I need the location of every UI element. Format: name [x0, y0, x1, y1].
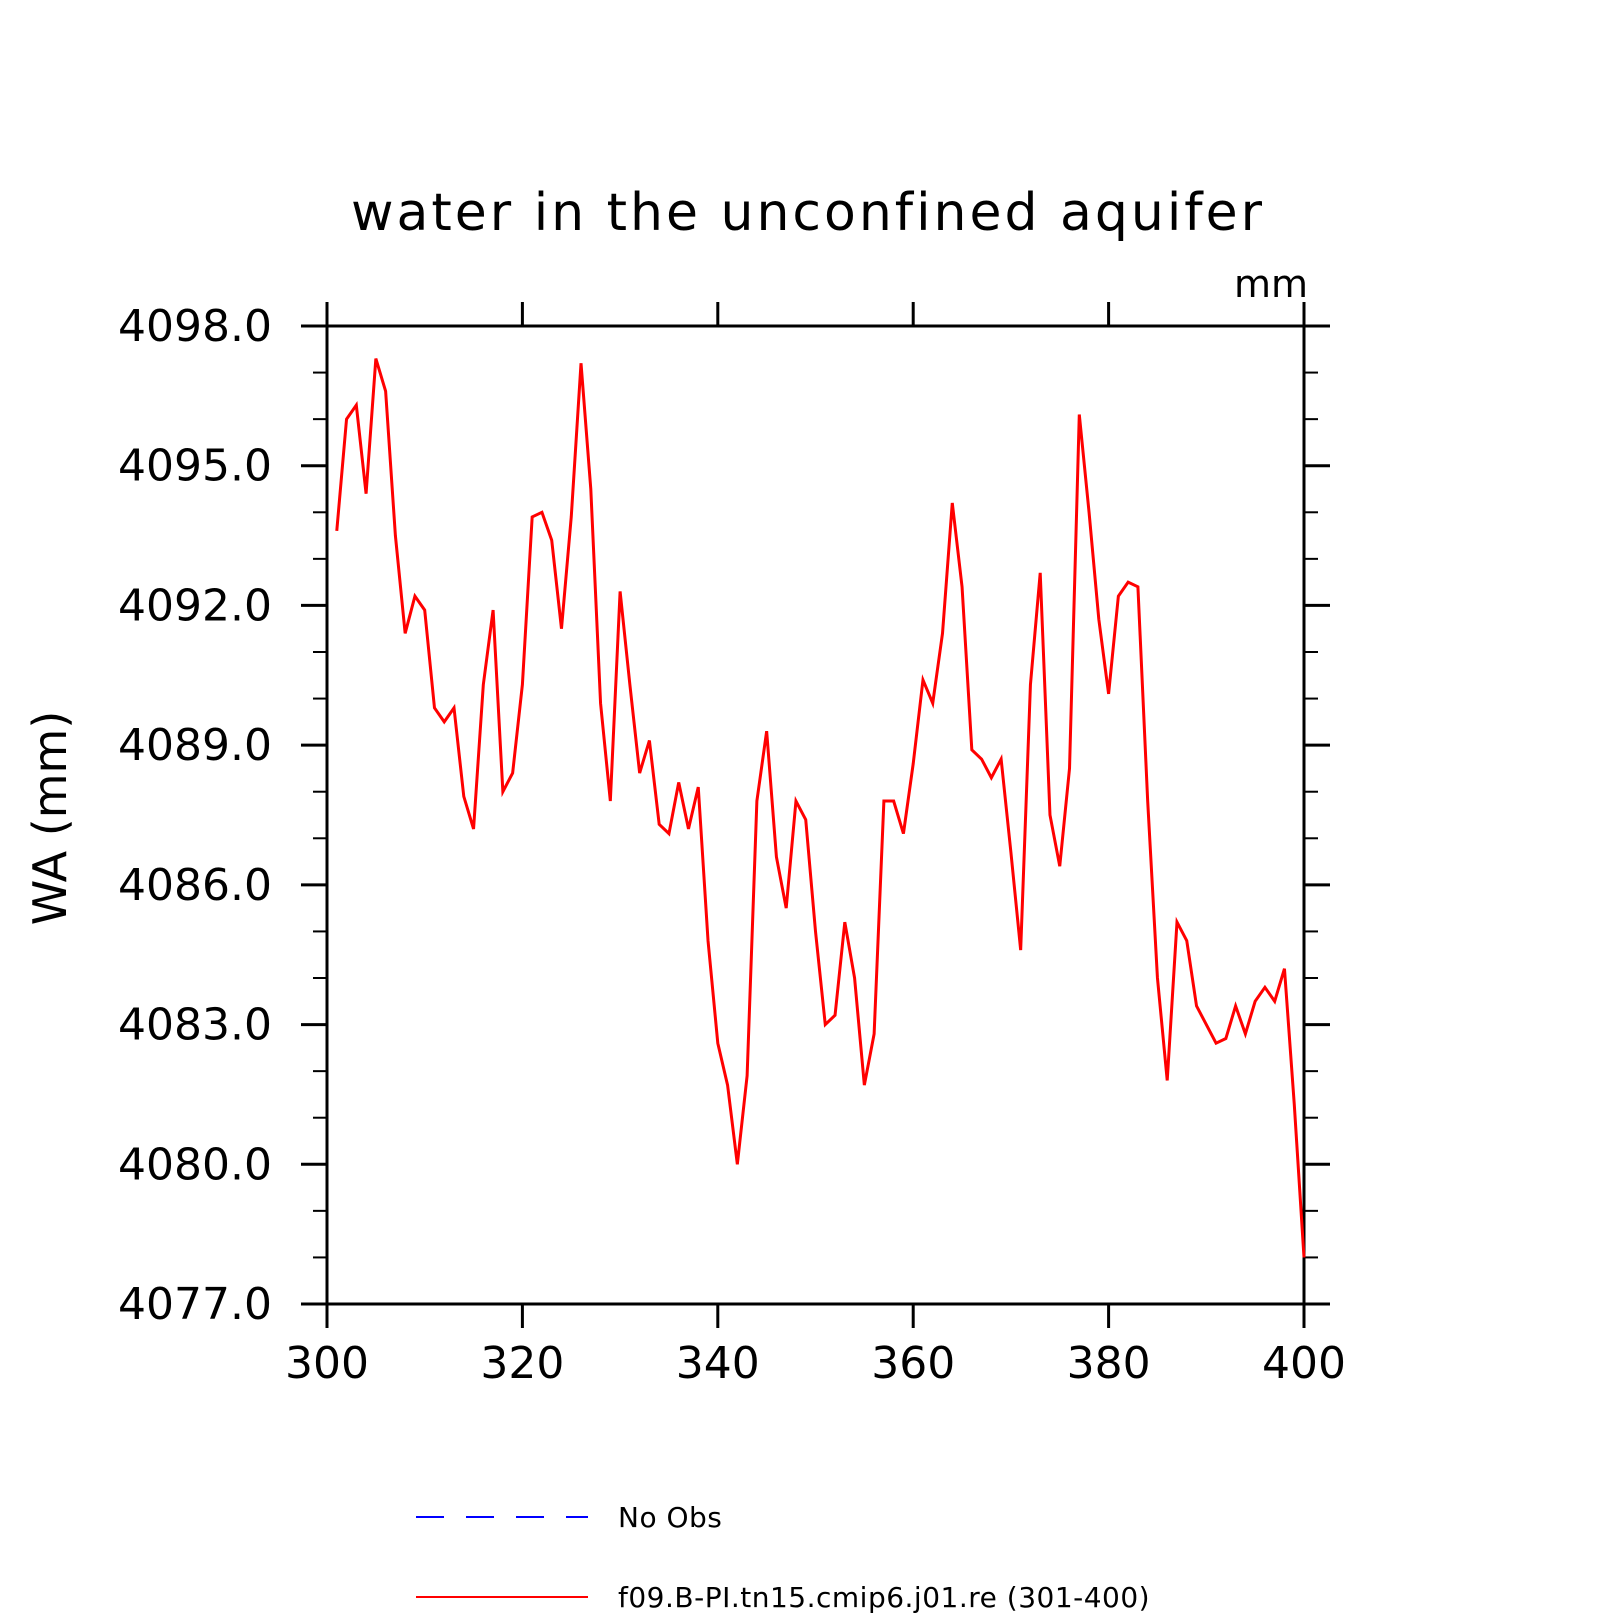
x-tick-label: 320 [480, 1338, 564, 1389]
units-label: mm [1234, 262, 1308, 306]
y-tick-label: 4098.0 [118, 301, 272, 352]
y-tick-label: 4080.0 [118, 1139, 272, 1190]
y-tick-label: 4077.0 [118, 1279, 272, 1330]
x-tick-label: 340 [676, 1338, 760, 1389]
tick-labels: 300 320 340 360 380 400 4077.0 4080.0 4083.0 4086… [118, 301, 1346, 1389]
y-tick-label: 4095.0 [118, 441, 272, 492]
legend-label-0: No Obs [618, 1501, 722, 1534]
plot-frame [325, 324, 1306, 1306]
legend-label-1: f09.B-PI.tn15.cmip6.j01.re (301-400) [618, 1581, 1150, 1614]
y-tick-label: 4089.0 [118, 720, 272, 771]
legend: No Obs f09.B-PI.tn15.cmip6.j01.re (301-40… [416, 1501, 1150, 1614]
axis-ticks [301, 302, 1330, 1328]
series-layer [335, 358, 1306, 1258]
y-tick-label: 4086.0 [118, 860, 272, 911]
x-tick-label: 400 [1262, 1338, 1346, 1389]
series-line-1 [335, 358, 1306, 1258]
y-tick-label: 4092.0 [118, 580, 272, 631]
x-tick-label: 380 [1067, 1338, 1151, 1389]
y-tick-label: 4083.0 [118, 1000, 272, 1051]
x-tick-label: 360 [871, 1338, 955, 1389]
chart-title: water in the unconfined aquifer [351, 183, 1265, 243]
y-axis-label: WA (mm) [23, 711, 77, 926]
x-tick-label: 300 [285, 1338, 369, 1389]
